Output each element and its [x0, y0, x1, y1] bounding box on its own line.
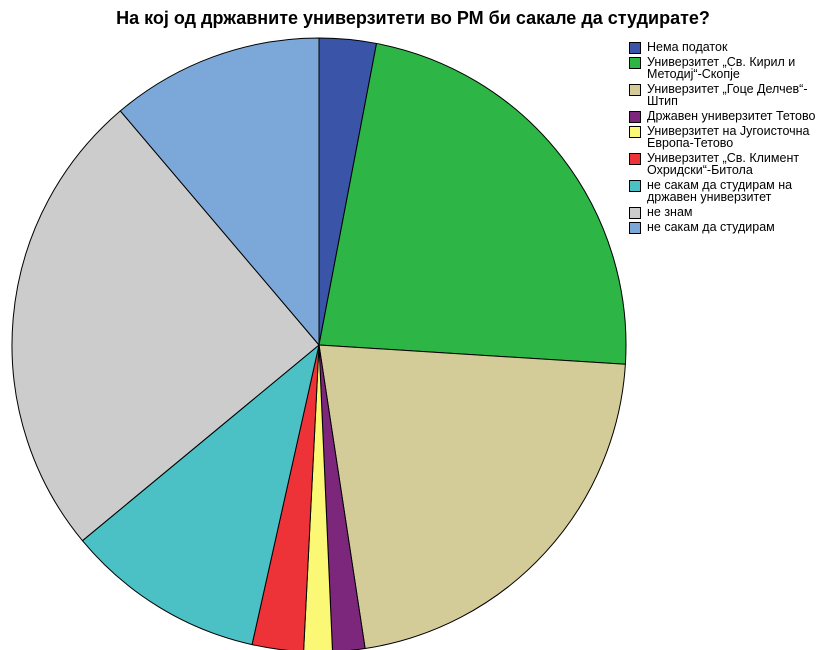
legend-swatch-7	[629, 180, 641, 192]
legend-swatch-3	[629, 84, 641, 96]
legend-swatch-9	[629, 222, 641, 234]
legend-label-6: Универзитет „Св. Климент Охридски“-Битол…	[647, 151, 800, 177]
legend: Нема податок Универзитет „Св. Кирил и Мет…	[628, 41, 824, 236]
pie-slice-3	[318, 344, 626, 650]
legend-label-4: Државен универзитет Тетово	[647, 109, 816, 123]
legend-label-2: Универзитет „Св. Кирил и Методиј“-Скопје	[647, 55, 796, 81]
legend-label-1: Нема податок	[647, 40, 728, 54]
legend-swatch-4	[629, 111, 641, 123]
legend-item-8: не знам	[628, 205, 824, 219]
legend-item-2: Универзитет „Св. Кирил и Методиј“-Скопје	[628, 56, 824, 80]
legend-swatch-2	[629, 57, 641, 69]
pie-slice-2	[318, 42, 627, 365]
legend-item-3: Универзитет „Гоце Делчев“-Штип	[628, 83, 824, 107]
pie-slice-4	[318, 344, 366, 650]
legend-item-1: Нема податок	[628, 40, 824, 54]
legend-label-8: не знам	[647, 205, 693, 219]
legend-swatch-5	[629, 126, 641, 138]
legend-label-3: Универзитет „Гоце Делчев“-Штип	[647, 82, 808, 108]
legend-label-5: Универзитет на Југоисточна Европа-Тетово	[647, 124, 810, 150]
legend-swatch-6	[629, 153, 641, 165]
legend-item-6: Универзитет „Св. Климент Охридски“-Битол…	[628, 152, 824, 176]
legend-label-9: не сакам да студирам	[647, 220, 775, 234]
legend-swatch-1	[629, 42, 641, 54]
pie-slice-9	[119, 37, 320, 346]
legend-label-7: не сакам да студирам на државен универзи…	[647, 178, 793, 204]
pie-slice-5	[303, 344, 333, 650]
legend-swatch-8	[629, 207, 641, 219]
pie-slice-8	[11, 110, 320, 542]
legend-item-5: Универзитет на Југоисточна Европа-Тетово	[628, 125, 824, 149]
legend-item-7: не сакам да студирам на државен универзи…	[628, 179, 824, 203]
chart-title: На кој од државните универзитети во РМ б…	[116, 8, 710, 28]
legend-item-9: не сакам да студирам	[628, 220, 824, 234]
pie-slice-7	[81, 344, 320, 646]
legend-item-4: Државен универзитет Тетово	[628, 109, 824, 123]
